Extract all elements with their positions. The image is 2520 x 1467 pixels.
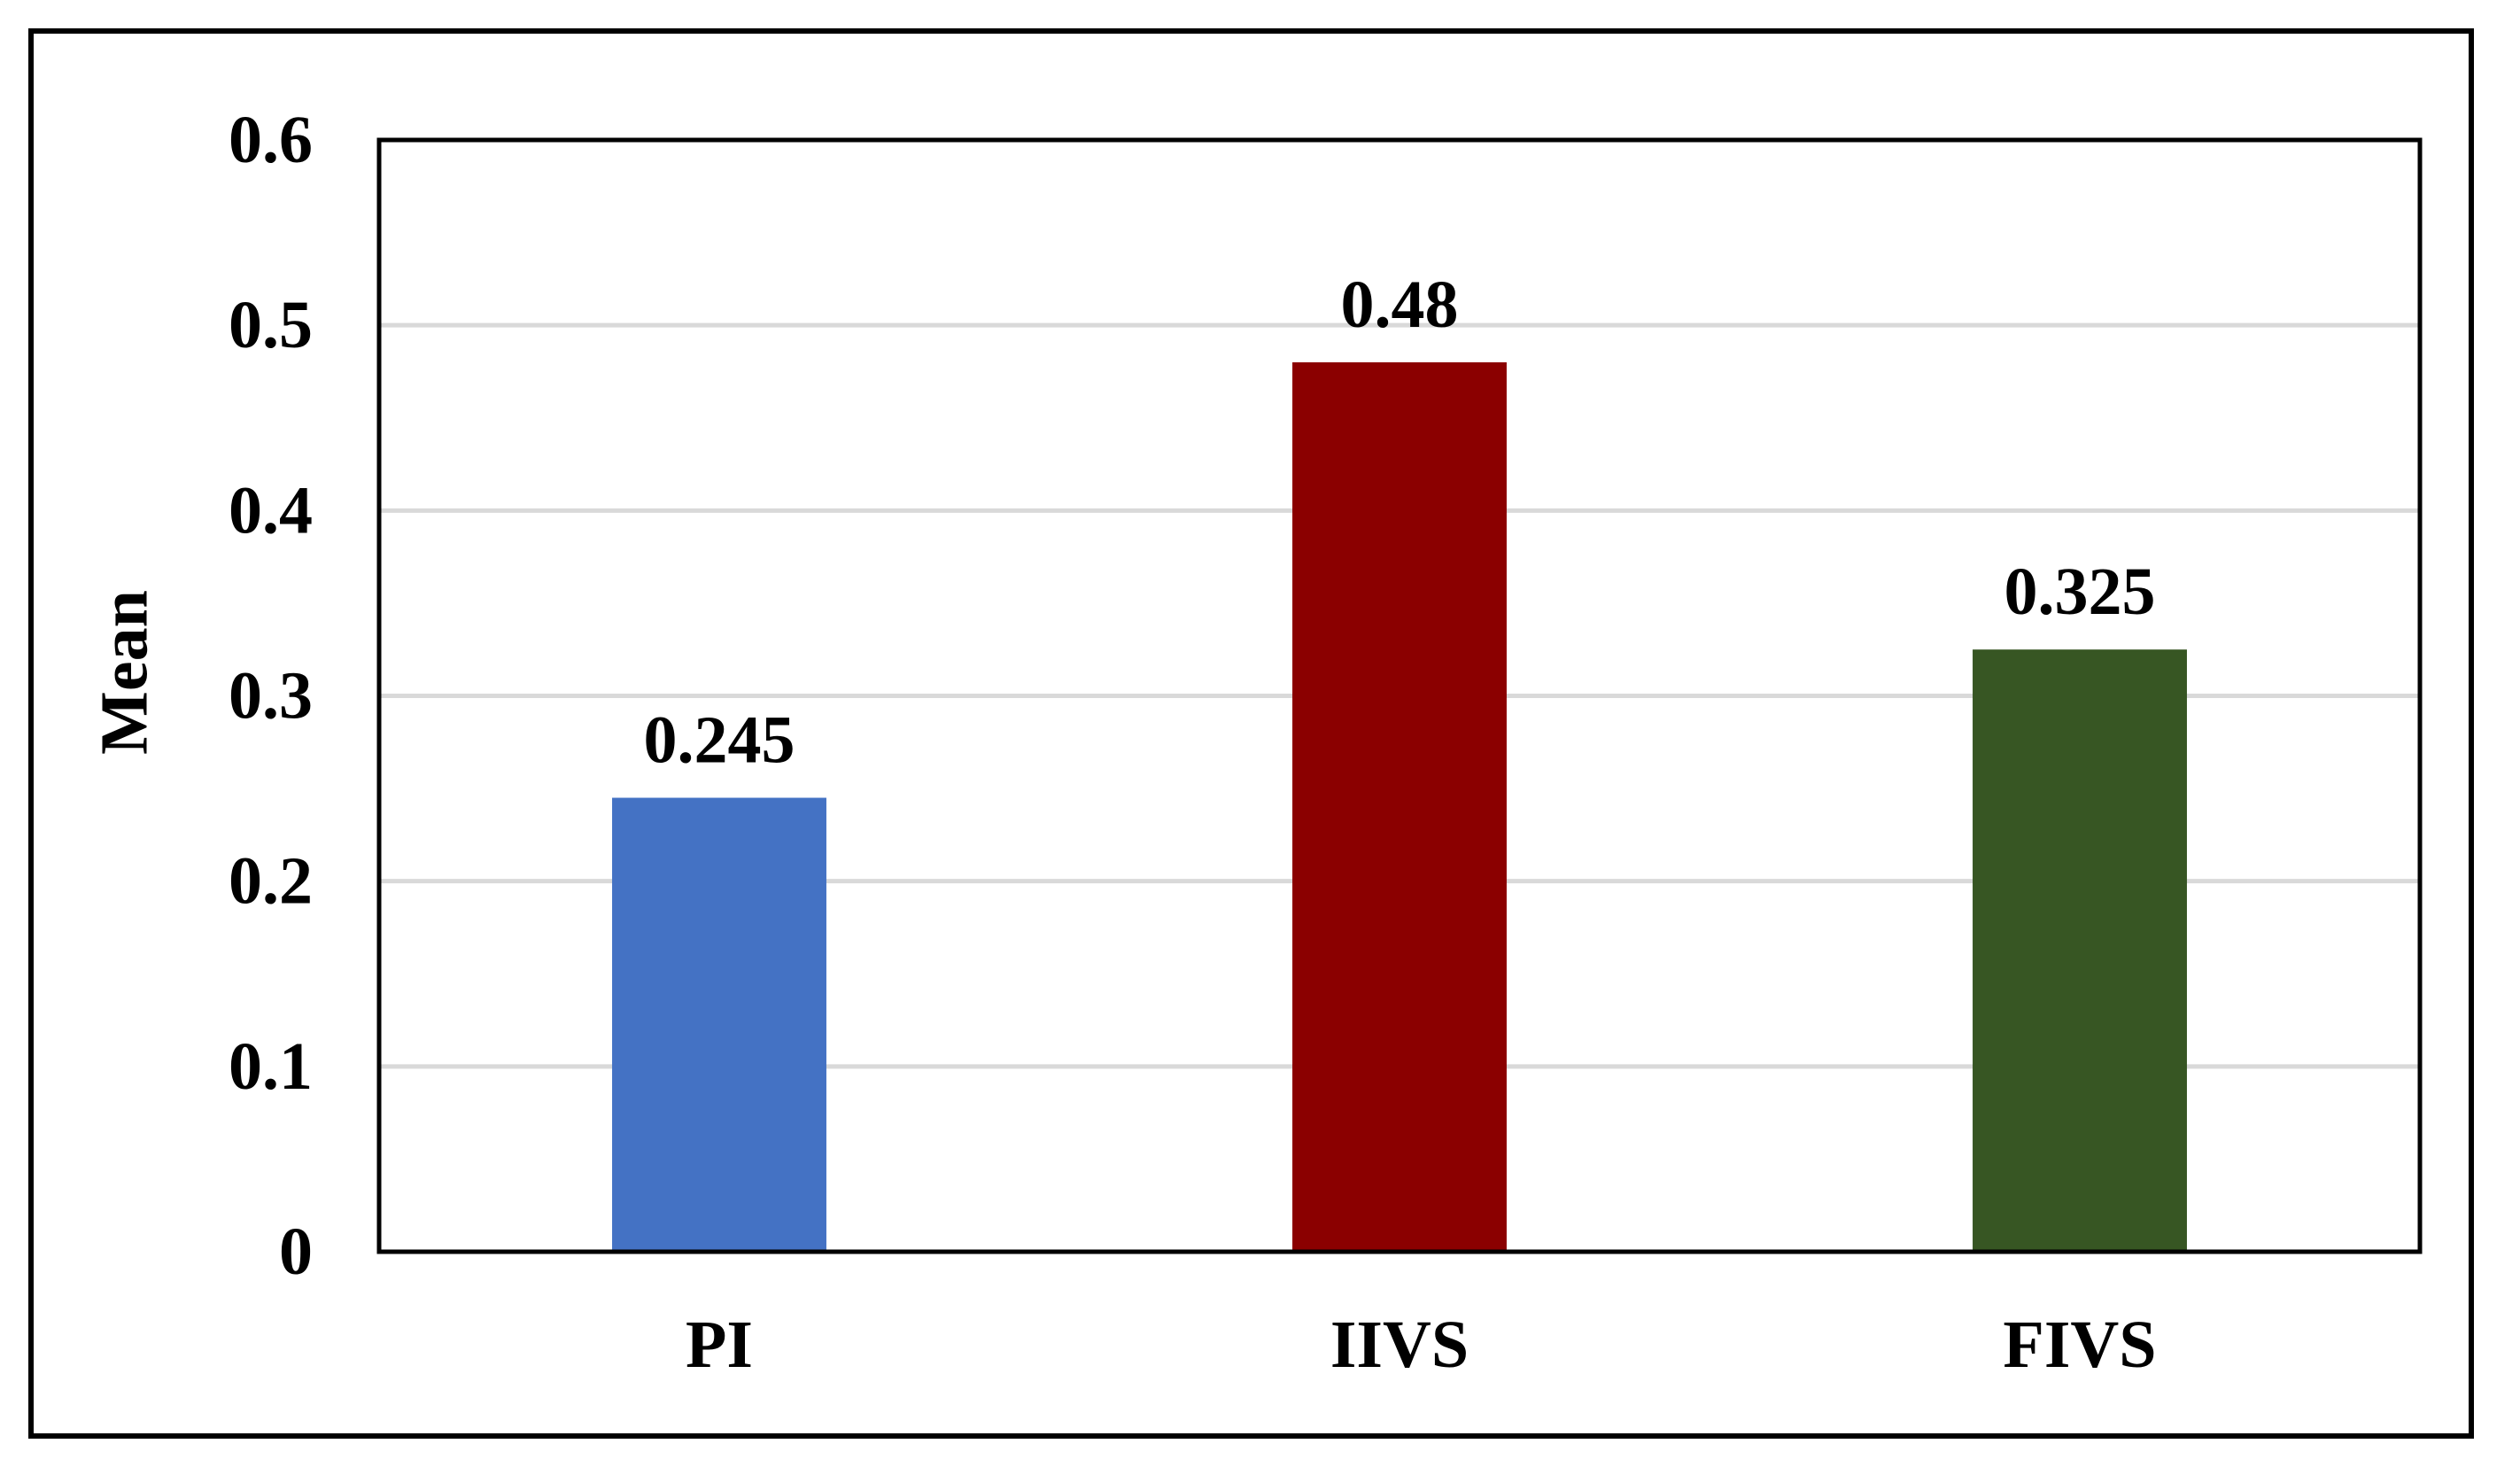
x-category-label: IIVS	[1330, 1308, 1469, 1382]
y-tick-label: 0.1	[229, 1029, 313, 1104]
bar	[1973, 649, 2187, 1252]
y-axis-title: Mean	[87, 590, 161, 755]
data-label: 0.325	[2004, 555, 2156, 629]
y-axis-ticks: 0 0.1 0.2 0.3 0.4 0.5 0.6	[229, 103, 313, 1289]
data-labels: 0.245 0.48 0.325	[644, 268, 2156, 778]
data-label: 0.48	[1341, 268, 1459, 342]
bars	[612, 362, 2187, 1252]
y-tick-label: 0.2	[229, 844, 313, 919]
x-category-label: FIVS	[2003, 1308, 2156, 1382]
x-category-label: PI	[686, 1308, 753, 1382]
bar	[612, 797, 826, 1252]
y-tick-label: 0.3	[229, 659, 313, 734]
plot-area-frame	[376, 137, 2423, 1254]
y-tick-label: 0.4	[229, 473, 313, 547]
x-axis-categories: PI IIVS FIVS	[686, 1308, 2157, 1382]
y-tick-label: 0.6	[229, 103, 313, 177]
y-tick-label: 0.5	[229, 288, 313, 362]
y-tick-label: 0	[279, 1215, 313, 1289]
bar	[1292, 362, 1507, 1252]
data-label: 0.245	[644, 703, 795, 778]
